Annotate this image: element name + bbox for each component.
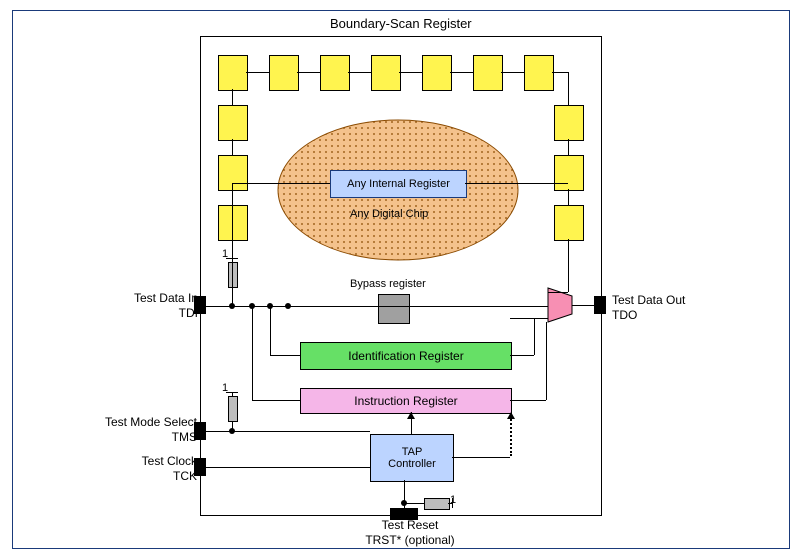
boundary-scan-cell xyxy=(320,55,350,91)
diagram-title: Boundary-Scan Register xyxy=(330,16,472,32)
boundary-scan-cell xyxy=(554,205,584,241)
tap-controller-label: TAPController xyxy=(388,446,436,470)
any-digital-chip-label: Any Digital Chip xyxy=(350,208,428,222)
boundary-scan-cell xyxy=(218,205,248,241)
pullup-resistor-1 xyxy=(228,262,238,288)
boundary-scan-cell xyxy=(218,55,248,91)
tap-broadcast-dotted xyxy=(510,416,512,456)
instruction-register-label: Instruction Register xyxy=(354,394,457,408)
trst-label: Test ResetTRST* (optional) xyxy=(350,518,470,548)
boundary-scan-cell xyxy=(269,55,299,91)
tdo-label: Test Data OutTDO xyxy=(612,293,685,323)
bypass-register xyxy=(378,294,410,324)
boundary-scan-cell xyxy=(554,155,584,191)
boundary-scan-cell xyxy=(422,55,452,91)
pullup-resistor-2 xyxy=(228,396,238,422)
instruction-register: Instruction Register xyxy=(300,388,512,414)
any-internal-register-label: Any Internal Register xyxy=(347,178,450,190)
boundary-scan-cell xyxy=(524,55,554,91)
tdi-label: Test Data InTDI xyxy=(106,291,198,321)
boundary-scan-cell xyxy=(371,55,401,91)
pullup-resistor-1-label: 1 xyxy=(222,248,228,262)
tdo-pad xyxy=(594,296,606,314)
tap-controller: TAPController xyxy=(370,434,454,482)
pullup-resistor-3 xyxy=(424,498,450,510)
identification-register-label: Identification Register xyxy=(348,349,463,363)
boundary-scan-cell xyxy=(554,105,584,141)
tck-label: Test ClockTCK xyxy=(113,454,197,484)
pullup-resistor-2-label: 1 xyxy=(222,382,228,396)
tms-label: Test Mode SelectTMS xyxy=(85,415,197,445)
bypass-register-label: Bypass register xyxy=(350,278,426,292)
boundary-scan-cell xyxy=(218,155,248,191)
identification-register: Identification Register xyxy=(300,342,512,370)
any-internal-register: Any Internal Register xyxy=(330,170,467,198)
boundary-scan-cell xyxy=(473,55,503,91)
pullup-resistor-3-label: 1 xyxy=(450,494,456,508)
boundary-scan-cell xyxy=(218,105,248,141)
